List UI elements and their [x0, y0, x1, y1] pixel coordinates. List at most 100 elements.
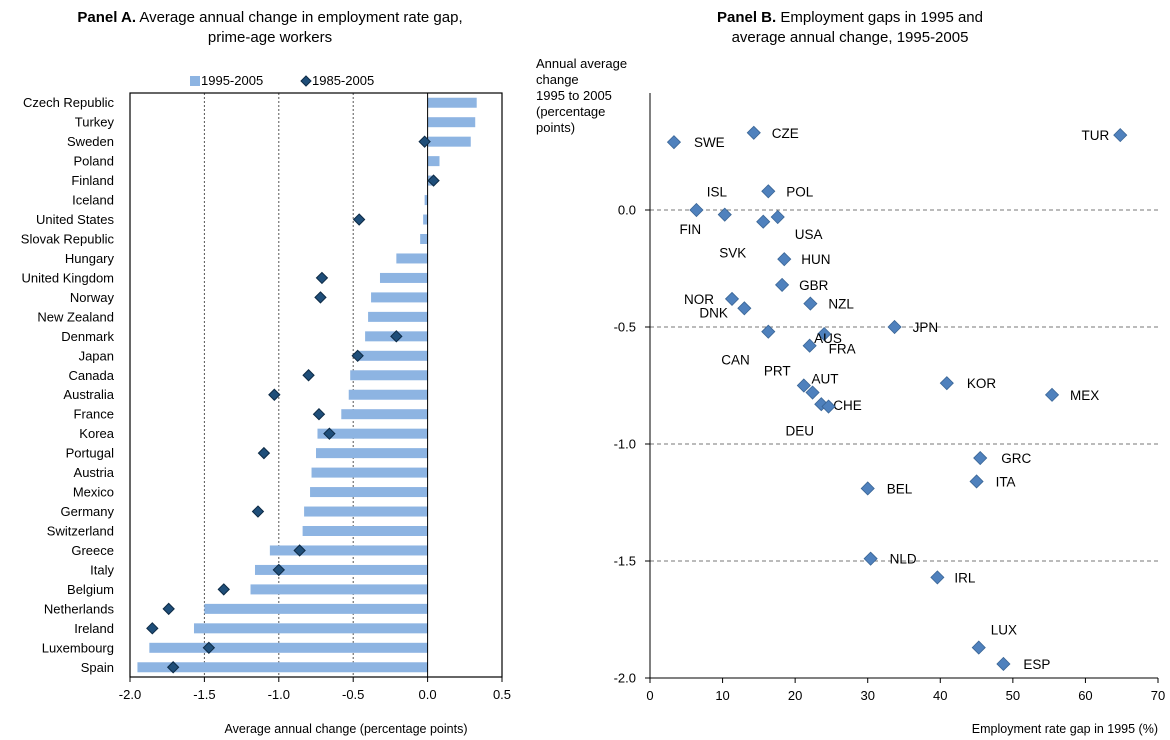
panel-b-ylabel-line: Annual average: [536, 56, 628, 71]
panel-b-point-label: IRL: [954, 570, 976, 585]
panel-a-diamond: [315, 271, 329, 285]
panel-b-point-label: TUR: [1082, 128, 1110, 143]
panel-a-category-label: Slovak Republic: [21, 232, 115, 247]
panel-a-bar: [424, 195, 428, 206]
panel-b-xtick-label: 0: [646, 688, 653, 703]
panel-a-bar: [269, 545, 428, 556]
panel-a-bar: [423, 214, 428, 225]
panel-b-point-label: KOR: [967, 376, 997, 391]
panel-b-point: [775, 277, 790, 292]
panel-b-point: [805, 385, 820, 400]
panel-b-point: [724, 291, 740, 306]
panel-b-point-label: AUT: [812, 372, 839, 387]
panel-a-diamond: [390, 330, 403, 343]
panel-b-point: [737, 301, 752, 316]
panel-a-category-label: Sweden: [67, 134, 114, 149]
panel-b-point: [973, 450, 988, 466]
panel-b-xlabel: Employment rate gap in 1995 (%): [972, 722, 1158, 736]
panel-a-title-line1: Average annual change in employment rate…: [136, 9, 463, 26]
panel-b-ytick-label: -0.5: [614, 320, 636, 335]
panel-a-bar: [427, 136, 471, 147]
panel-b-point: [803, 296, 818, 311]
panel-a-category-label: Luxembourg: [42, 640, 114, 655]
panel-a-bar: [316, 448, 428, 459]
panel-b-point: [863, 551, 878, 566]
panel-a-bar: [420, 234, 428, 244]
panel-b-ylabel-line: change: [536, 72, 579, 87]
panel-a-category-label: Finland: [71, 173, 114, 188]
panel-b-ytick-label: 0.0: [618, 203, 636, 218]
panel-a-diamond: [293, 544, 306, 557]
panel-b-point: [939, 376, 954, 391]
panel-b-point: [969, 474, 984, 489]
panel-a-bar: [317, 428, 428, 439]
panel-b-point-label: ESP: [1023, 657, 1050, 672]
panel-b-ylabel-line: 1995 to 2005: [536, 88, 612, 103]
panel-a-xtick-label: -0.5: [342, 687, 364, 702]
panel-a-diamond: [352, 213, 366, 226]
panel-b-point: [756, 214, 771, 229]
panel-b-point-label: DEU: [786, 424, 815, 439]
panel-a-bar: [371, 292, 428, 303]
panel-b-xtick-label: 50: [1006, 688, 1020, 703]
panel-a-diamond: [257, 446, 271, 460]
panel-b-ytick-label: -1.5: [614, 554, 636, 569]
panel-b-point: [802, 338, 817, 353]
panel-a-category-label: Netherlands: [44, 601, 115, 616]
panel-a-bar: [302, 526, 428, 536]
panel-a-legend-label: 1985-2005: [312, 73, 374, 88]
panel-a-diamond: [217, 583, 230, 596]
panel-a-legend-bar-swatch: [190, 76, 200, 86]
panel-a-bar: [250, 584, 428, 595]
panel-a-category-label: Poland: [74, 154, 114, 169]
panel-b-point-label: NZL: [828, 297, 854, 312]
panel-b-point-label: FIN: [679, 222, 701, 237]
panel-a-legend-label: 1995-2005: [201, 73, 263, 88]
panel-a-diamond: [166, 661, 180, 674]
panel-a-bar: [304, 506, 428, 517]
panel-a-category-label: Belgium: [67, 582, 114, 597]
panel-a-title-line2: prime-age workers: [207, 29, 333, 46]
panel-a-bar: [149, 642, 428, 653]
panel-a-diamond: [268, 388, 281, 401]
panel-b-point-label: PRT: [764, 364, 791, 379]
panel-b-point-label: CAN: [721, 353, 750, 368]
panel-b-ylabel: Annual average change 1995 to 2005 (perc…: [536, 56, 646, 136]
panel-a-xtick-label: 0.5: [493, 687, 511, 702]
panel-a-bar: [427, 117, 476, 128]
panel-b-point-label: SVK: [719, 246, 746, 261]
panel-a-category-label: Mexico: [73, 485, 114, 500]
panel-a-xtick-label: 0.0: [419, 687, 437, 702]
panel-a-category-label: France: [74, 407, 114, 422]
panel-b-xtick-label: 10: [715, 688, 729, 703]
panel-a-bar: [204, 603, 428, 614]
panel-a-diamond: [427, 174, 440, 187]
panel-b-point-label: CZE: [772, 126, 799, 141]
panel-a-bar: [348, 389, 428, 400]
panel-b-title: Panel B. Employment gaps in 1995 and ave…: [640, 8, 1060, 48]
panel-a-category-label: Greece: [71, 543, 114, 558]
panel-b-xtick-label: 40: [933, 688, 947, 703]
panel-b-point: [887, 319, 902, 335]
panel-a-bar: [350, 370, 428, 381]
panel-b-point-label: GBR: [799, 278, 829, 293]
panel-b-point: [796, 378, 811, 393]
panel-a-diamond: [323, 427, 336, 440]
panel-b-xtick-label: 70: [1151, 688, 1165, 703]
panel-a-diamond: [312, 407, 326, 421]
panel-a-bar: [427, 97, 477, 108]
panel-a-diamond: [418, 135, 431, 148]
panel-b-point: [1044, 387, 1060, 402]
panel-b-point-label: FRA: [829, 342, 856, 357]
panel-a-bar: [379, 272, 428, 283]
panel-a-category-label: Norway: [70, 290, 115, 305]
panel-b-point-label: JPN: [913, 320, 939, 335]
panel-a-category-label: United States: [36, 212, 115, 227]
panel-a-category-label: Iceland: [72, 193, 114, 208]
panel-a-bar: [427, 156, 440, 167]
panel-b-point-label: GRC: [1001, 451, 1031, 466]
panel-a-bar: [396, 253, 428, 264]
panel-b-point: [777, 252, 792, 267]
panel-b-point: [930, 570, 945, 585]
panel-b-point-label: POL: [786, 184, 814, 199]
